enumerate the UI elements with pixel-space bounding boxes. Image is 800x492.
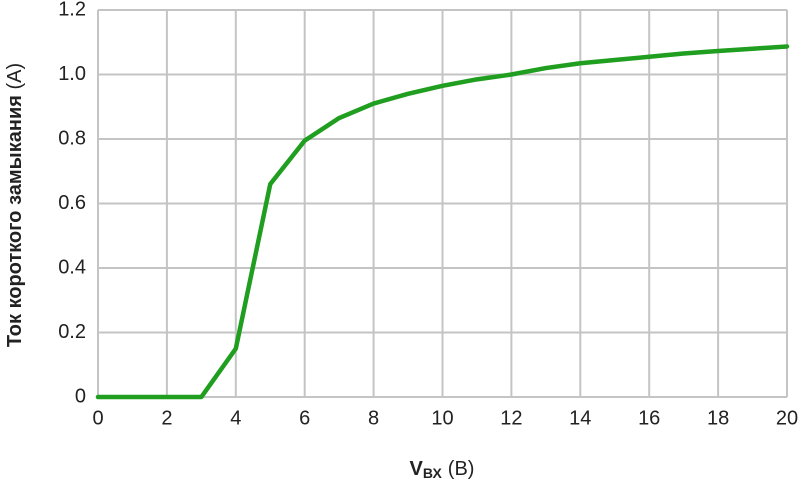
- x-tick-label: 10: [431, 407, 453, 429]
- y-axis-title-text: Ток короткого замыкания: [4, 95, 26, 347]
- x-axis-symbol: V: [410, 458, 424, 480]
- y-axis-title-unit: (А): [4, 63, 26, 90]
- x-tick-label: 12: [500, 407, 522, 429]
- x-axis-title: VВХ (В): [410, 458, 475, 480]
- y-tick-label: 0.8: [58, 127, 86, 149]
- data-line: [95, 44, 790, 400]
- x-tick-label: 8: [368, 407, 379, 429]
- y-tick-label: 0.2: [58, 321, 86, 343]
- x-axis-unit: (В): [448, 458, 475, 480]
- x-tick-label: 0: [92, 407, 103, 429]
- x-tick-label: 4: [230, 407, 241, 429]
- x-tick-label: 14: [569, 407, 591, 429]
- x-axis-subscript: ВХ: [423, 465, 443, 481]
- y-tick-label: 0.4: [58, 256, 86, 278]
- y-axis-title: Ток короткого замыкания (А): [4, 63, 26, 347]
- x-tick-label: 6: [299, 407, 310, 429]
- x-tick-label: 16: [638, 407, 660, 429]
- y-tick-label: 1.0: [58, 63, 86, 85]
- y-tick-label: 1.2: [58, 0, 86, 20]
- x-tick-label: 18: [707, 407, 729, 429]
- y-tick-label: 0: [75, 385, 86, 407]
- x-tick-label: 2: [161, 407, 172, 429]
- x-tick-label: 20: [776, 407, 798, 429]
- y-tick-label: 0.6: [58, 192, 86, 214]
